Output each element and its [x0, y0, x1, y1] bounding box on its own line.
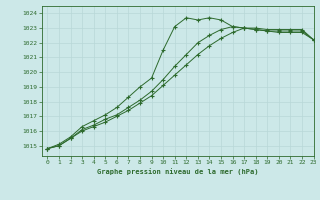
X-axis label: Graphe pression niveau de la mer (hPa): Graphe pression niveau de la mer (hPa) — [97, 168, 258, 175]
